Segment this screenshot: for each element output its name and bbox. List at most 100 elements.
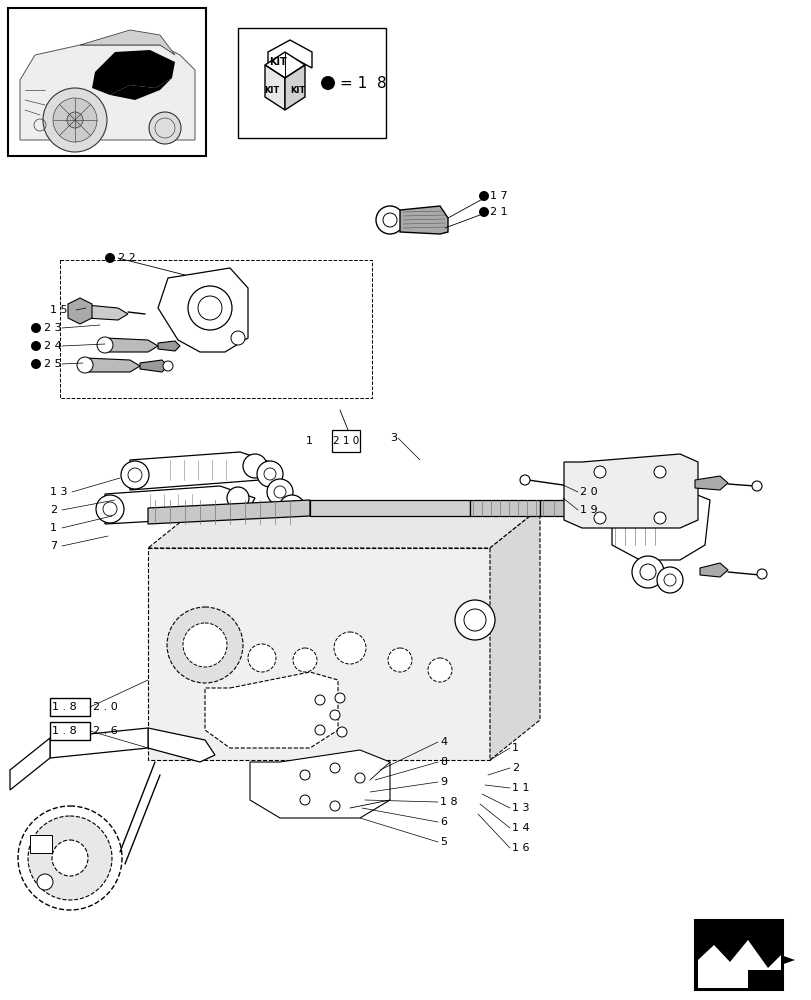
- Circle shape: [77, 357, 93, 373]
- Circle shape: [67, 112, 83, 128]
- Polygon shape: [86, 305, 128, 320]
- Polygon shape: [148, 728, 215, 762]
- Polygon shape: [68, 298, 92, 324]
- Circle shape: [31, 359, 41, 369]
- Text: KIT: KIT: [264, 86, 279, 95]
- Polygon shape: [80, 30, 175, 55]
- Polygon shape: [268, 40, 311, 68]
- Bar: [697, 923, 779, 988]
- Polygon shape: [699, 922, 779, 988]
- Polygon shape: [50, 728, 148, 758]
- Text: 1 . 8: 1 . 8: [52, 702, 77, 712]
- Text: 1 3: 1 3: [50, 487, 67, 497]
- Circle shape: [335, 693, 345, 703]
- Polygon shape: [700, 928, 778, 987]
- Text: 1 7: 1 7: [489, 191, 507, 201]
- Circle shape: [337, 727, 346, 737]
- Text: 1: 1: [512, 743, 518, 753]
- Polygon shape: [285, 65, 305, 110]
- Bar: [694, 920, 782, 990]
- Polygon shape: [264, 52, 305, 78]
- Circle shape: [519, 475, 530, 485]
- Circle shape: [478, 191, 488, 201]
- Circle shape: [163, 361, 173, 371]
- Circle shape: [267, 479, 293, 505]
- Circle shape: [427, 658, 452, 682]
- Polygon shape: [20, 45, 195, 140]
- Bar: [8, 8, 206, 156]
- Polygon shape: [250, 750, 389, 818]
- Polygon shape: [747, 970, 780, 988]
- Circle shape: [299, 770, 310, 780]
- Circle shape: [293, 648, 316, 672]
- Text: 6: 6: [440, 817, 446, 827]
- Text: 1: 1: [306, 436, 312, 446]
- Text: 2 4: 2 4: [44, 341, 62, 351]
- Polygon shape: [697, 940, 780, 988]
- Text: KIT: KIT: [268, 57, 286, 67]
- Polygon shape: [694, 476, 727, 490]
- Circle shape: [279, 495, 305, 521]
- Text: 1 6: 1 6: [512, 843, 529, 853]
- Text: 2 1 0: 2 1 0: [333, 436, 358, 446]
- Text: KIT: KIT: [290, 86, 305, 95]
- Text: 4: 4: [440, 737, 447, 747]
- Text: 8: 8: [440, 757, 447, 767]
- Circle shape: [594, 512, 605, 524]
- Polygon shape: [564, 454, 697, 528]
- Circle shape: [756, 569, 766, 579]
- Text: 3: 3: [389, 433, 397, 443]
- Circle shape: [478, 207, 488, 217]
- Circle shape: [273, 486, 285, 498]
- Circle shape: [257, 461, 283, 487]
- Text: 1 9: 1 9: [579, 505, 597, 515]
- Circle shape: [329, 801, 340, 811]
- Polygon shape: [400, 206, 448, 234]
- Polygon shape: [611, 488, 709, 560]
- Circle shape: [198, 296, 221, 320]
- Circle shape: [594, 466, 605, 478]
- Text: 1 1: 1 1: [512, 783, 529, 793]
- Circle shape: [53, 98, 97, 142]
- Circle shape: [28, 816, 112, 900]
- Circle shape: [18, 806, 122, 910]
- Bar: [238, 28, 385, 138]
- Polygon shape: [148, 508, 539, 548]
- Circle shape: [751, 481, 761, 491]
- Circle shape: [52, 840, 88, 876]
- Bar: [50, 722, 90, 740]
- Text: 1 8: 1 8: [440, 797, 457, 807]
- Text: 5: 5: [440, 837, 446, 847]
- Text: 1 4: 1 4: [512, 823, 529, 833]
- Circle shape: [320, 76, 335, 90]
- Text: 2 2: 2 2: [118, 253, 135, 263]
- Text: 1 5: 1 5: [50, 305, 67, 315]
- Polygon shape: [539, 500, 609, 516]
- Circle shape: [454, 600, 495, 640]
- Circle shape: [375, 206, 404, 234]
- Text: 2 1: 2 1: [489, 207, 507, 217]
- Circle shape: [121, 461, 148, 489]
- Circle shape: [653, 466, 665, 478]
- Circle shape: [247, 686, 276, 714]
- Polygon shape: [158, 341, 180, 351]
- Circle shape: [167, 607, 242, 683]
- Circle shape: [315, 725, 324, 735]
- Circle shape: [631, 556, 663, 588]
- Circle shape: [354, 773, 365, 783]
- Polygon shape: [470, 500, 539, 516]
- Circle shape: [105, 253, 115, 263]
- Circle shape: [230, 331, 245, 345]
- Text: 9: 9: [440, 777, 447, 787]
- Polygon shape: [699, 563, 727, 577]
- Polygon shape: [85, 358, 139, 372]
- Text: 2: 2: [512, 763, 518, 773]
- Circle shape: [148, 112, 181, 144]
- Polygon shape: [92, 50, 175, 95]
- Bar: [694, 920, 782, 990]
- Bar: [30, 835, 52, 853]
- Circle shape: [315, 695, 324, 705]
- Polygon shape: [697, 923, 779, 988]
- Circle shape: [97, 337, 113, 353]
- Text: 2: 2: [50, 505, 57, 515]
